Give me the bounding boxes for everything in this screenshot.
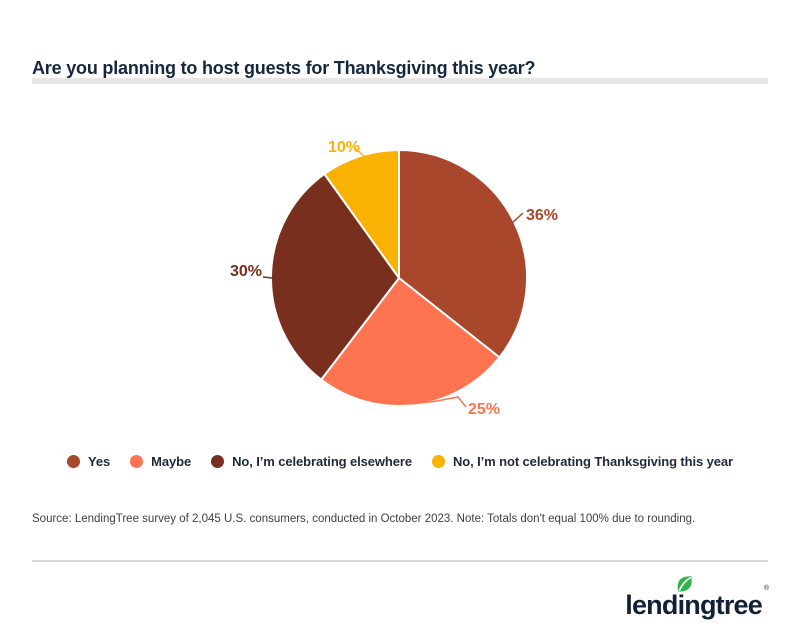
pie-leader-line-2 — [262, 276, 273, 279]
pie-slice-2 — [270, 172, 400, 381]
lendingtree-wordmark: lendingtree — [625, 590, 763, 620]
pie-chart-area: 36% 25% 30% 10% — [0, 100, 800, 445]
legend-label: No, I’m celebrating elsewhere — [232, 454, 412, 469]
pie-chart: 36% 25% 30% 10% — [230, 139, 558, 418]
chart-title: Are you planning to host guests for Than… — [32, 58, 536, 79]
legend-swatch-not-celebrating-icon — [431, 455, 445, 468]
legend-swatch-yes-icon — [67, 455, 80, 468]
footer-divider — [32, 560, 768, 562]
legend-label: Maybe — [151, 454, 192, 469]
legend-item-yes: Yes — [67, 454, 110, 469]
lendingtree-logo: lendingtree ® — [622, 576, 772, 620]
registered-mark: ® — [763, 585, 769, 592]
legend-label: No, I’m not celebrating Thanksgiving thi… — [452, 454, 733, 469]
legend-swatch-elsewhere-icon — [211, 455, 225, 468]
leaf-icon — [677, 576, 692, 592]
pie-slice-0 — [398, 149, 528, 359]
legend-item-celebrating-elsewhere: No, I’m celebrating elsewhere — [211, 454, 412, 469]
pie-leader-line-0 — [511, 212, 524, 224]
pie-value-label-2: 30% — [230, 263, 262, 280]
pie-value-label-3: 10% — [328, 139, 360, 156]
pie-slice-3 — [323, 149, 400, 279]
pie-value-label-1: 25% — [468, 401, 500, 418]
legend-item-maybe: Maybe — [130, 454, 191, 469]
chart-legend: Yes Maybe No, I’m celebrating elsewhere … — [0, 454, 800, 469]
legend-swatch-maybe-icon — [130, 455, 144, 468]
pie-leader-line-1 — [410, 396, 467, 408]
legend-item-not-celebrating: No, I’m not celebrating Thanksgiving thi… — [431, 454, 733, 469]
legend-label: Yes — [88, 454, 111, 469]
source-note: Source: LendingTree survey of 2,045 U.S.… — [32, 513, 696, 525]
pie-slice-1 — [320, 277, 501, 407]
pie-leader-line-3 — [355, 148, 367, 159]
title-divider — [32, 78, 768, 84]
pie-value-label-0: 36% — [526, 207, 558, 224]
